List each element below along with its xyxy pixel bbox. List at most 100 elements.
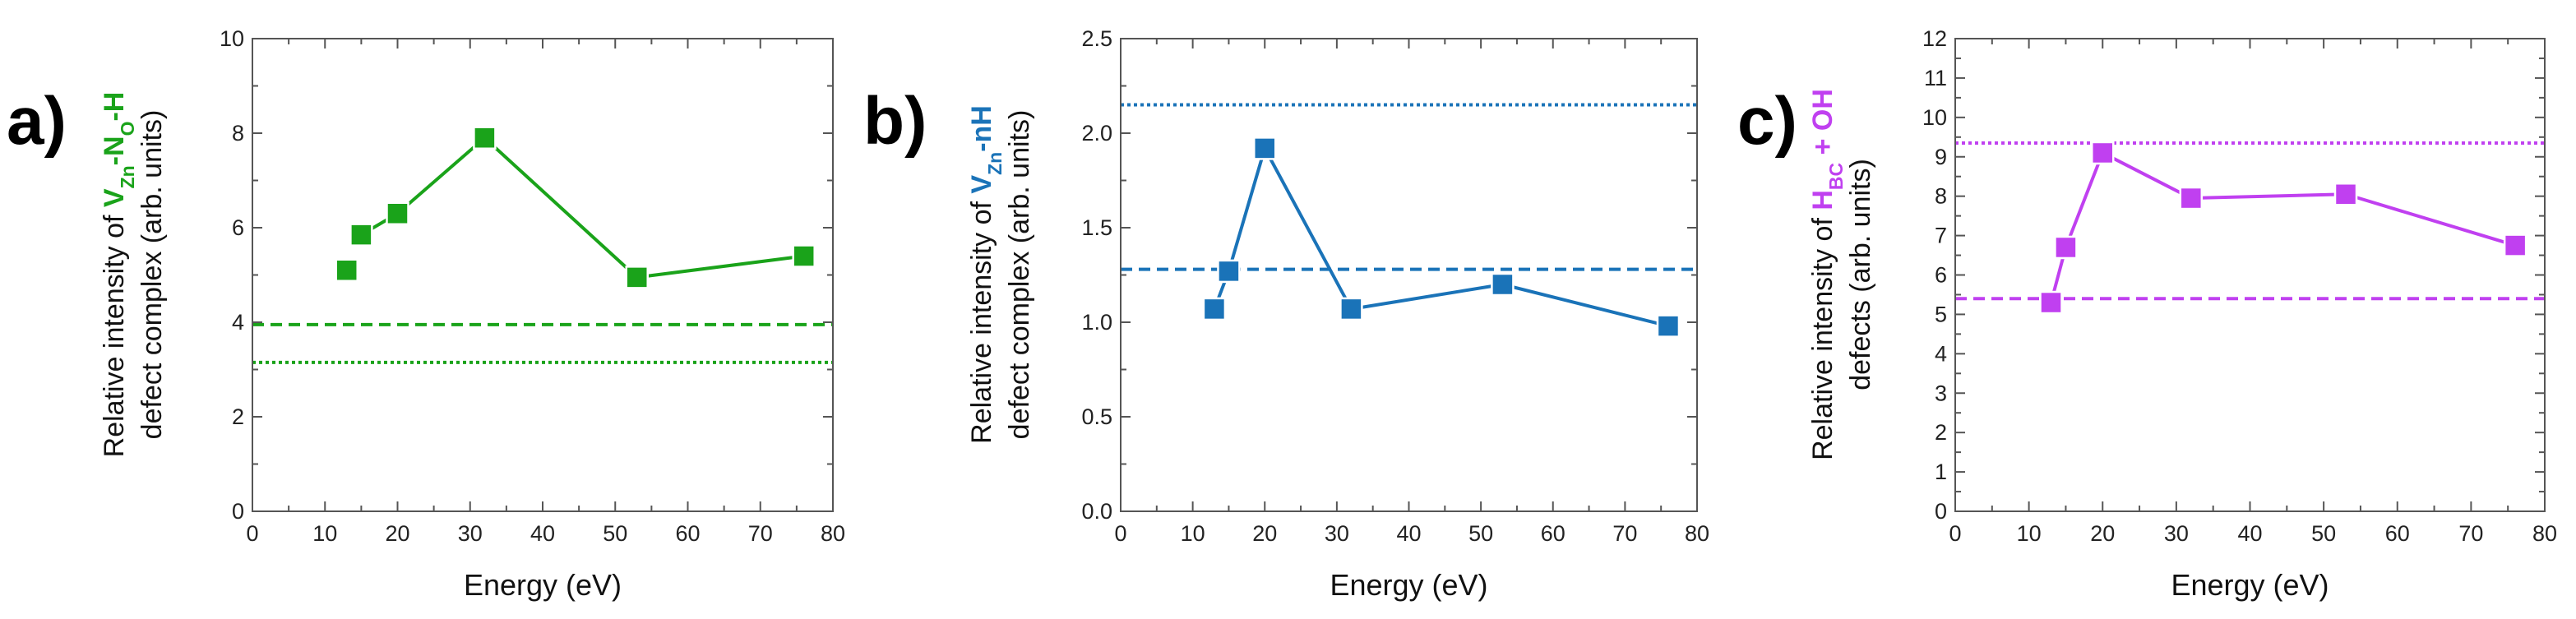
data-point-marker xyxy=(1339,297,1363,321)
x-axis-label: Energy (eV) xyxy=(464,568,622,602)
y-axis-label-line2: defect complex (arb. units) xyxy=(1004,110,1035,440)
y-tick-label: 4 xyxy=(232,310,244,335)
x-tick-label: 70 xyxy=(748,521,773,546)
y-axis-label-subscript: Zn xyxy=(984,152,1006,175)
y-axis-label-species: + OH xyxy=(1807,89,1838,163)
x-tick-label: 80 xyxy=(2532,521,2557,546)
y-axis-label-subscript: BC xyxy=(1825,163,1847,190)
y-tick-label: 7 xyxy=(1935,224,1947,248)
y-axis-label-species: -nH xyxy=(966,105,997,152)
y-tick-label: 3 xyxy=(1935,381,1947,405)
series-line-segment xyxy=(2102,151,2192,200)
y-axis-label-line2: defects (arb. units) xyxy=(1845,159,1876,390)
x-tick-label: 80 xyxy=(821,521,845,546)
plot-frame xyxy=(1954,38,2546,512)
x-tick-label: 50 xyxy=(603,521,627,546)
chart-panel-2: b) 0 10 20 30 40 50 60 70 80 0.0 0.5 1.0 1.5 2.0 2.5 Ene… xyxy=(863,26,1709,602)
plot-frame xyxy=(1120,38,1698,512)
x-tick-label: 10 xyxy=(312,521,337,546)
x-tick-label: 0 xyxy=(246,521,258,546)
x-axis-label: Energy (eV) xyxy=(2171,568,2329,602)
x-tick-label: 10 xyxy=(2017,521,2042,546)
panel-tag: c) xyxy=(1737,84,1797,159)
series-line-segment xyxy=(2190,192,2347,201)
y-tick-label: 12 xyxy=(1922,26,1947,51)
y-axis-label-prefix: Relative intensity of xyxy=(966,194,997,444)
y-tick-label: 4 xyxy=(1935,341,1947,366)
series-line-segment xyxy=(636,254,804,279)
x-tick-label: 70 xyxy=(1612,521,1637,546)
data-point-marker xyxy=(1217,259,1241,284)
data-point-marker xyxy=(349,223,373,247)
chart-panel-1: a) 0 10 20 30 40 50 60 70 80 0 2 4 6 8 10 Energy (eV) Rel… xyxy=(7,26,845,602)
x-tick-label: 0 xyxy=(1949,521,1961,546)
data-point-marker xyxy=(2333,182,2358,206)
y-tick-label: 0 xyxy=(232,499,244,524)
y-axis-label-species: -N xyxy=(99,136,130,165)
y-tick-label: 11 xyxy=(1924,66,1947,90)
data-point-marker xyxy=(1491,272,1515,297)
y-tick-label: 1.5 xyxy=(1081,215,1112,240)
y-tick-label: 2 xyxy=(232,404,244,429)
y-axis-label-line2: defect complex (arb. units) xyxy=(136,110,168,440)
y-axis-label-line1: Relative intensity of VZn-nH xyxy=(966,105,1006,444)
x-tick-label: 30 xyxy=(1325,521,1349,546)
y-axis-label-subscript: O xyxy=(117,122,138,136)
data-point-marker xyxy=(473,126,497,150)
data-point-marker xyxy=(2091,141,2115,165)
x-tick-label: 40 xyxy=(1396,521,1421,546)
y-axis-label-species: H xyxy=(1807,190,1838,210)
data-point-marker xyxy=(2503,233,2527,257)
y-tick-label: 0.0 xyxy=(1081,499,1112,524)
data-point-marker xyxy=(792,244,816,268)
chart-panel-3: c)0 10 20 30 40 50 60 70 800123456789101112Energ… xyxy=(1737,26,2557,602)
y-tick-label: 2.5 xyxy=(1081,26,1112,51)
y-axis-label-prefix: Relative intensity of xyxy=(1807,210,1838,460)
x-tick-label: 70 xyxy=(2458,521,2483,546)
series-line-segment xyxy=(1501,283,1669,328)
y-tick-label: 1.0 xyxy=(1081,310,1112,335)
x-tick-label: 40 xyxy=(530,521,555,546)
series-line-segment xyxy=(396,136,486,215)
y-axis-label-species: -H xyxy=(99,92,130,122)
series-line-segment xyxy=(483,136,639,279)
x-tick-label: 30 xyxy=(2164,521,2189,546)
panel-tag: a) xyxy=(7,84,67,159)
data-point-marker xyxy=(335,258,358,282)
y-axis-label-species: V xyxy=(99,188,130,207)
y-axis-label-line1: Relative intensity of HBC + OH xyxy=(1807,89,1847,460)
data-point-marker xyxy=(1656,314,1681,338)
x-tick-label: 80 xyxy=(1685,521,1709,546)
y-tick-label: 0 xyxy=(1935,499,1947,524)
y-tick-label: 6 xyxy=(232,215,244,240)
x-tick-label: 50 xyxy=(2311,521,2336,546)
y-tick-label: 8 xyxy=(1935,184,1947,209)
x-tick-label: 30 xyxy=(458,521,483,546)
y-axis-label-subscript: Zn xyxy=(117,165,138,188)
series-line-segment xyxy=(1227,147,1267,272)
data-point-marker xyxy=(2054,235,2078,260)
y-axis-label-line1: Relative intensity of VZn-NO-H xyxy=(99,92,138,458)
series-line-segment xyxy=(1351,283,1503,311)
x-tick-label: 40 xyxy=(2237,521,2262,546)
data-point-marker xyxy=(2179,186,2204,210)
y-tick-label: 2.0 xyxy=(1081,121,1112,146)
x-tick-label: 20 xyxy=(385,521,409,546)
data-point-marker xyxy=(625,266,649,289)
series-line-segment xyxy=(1263,147,1353,310)
y-tick-label: 2 xyxy=(1935,420,1947,445)
series-line-segment xyxy=(2345,192,2516,247)
y-tick-label: 10 xyxy=(1922,105,1947,130)
data-point-marker xyxy=(1202,297,1227,321)
y-axis-label-prefix: Relative intensity of xyxy=(99,207,130,457)
panel-tag: b) xyxy=(863,84,927,159)
y-tick-label: 6 xyxy=(1935,263,1947,288)
x-axis-label: Energy (eV) xyxy=(1330,568,1487,602)
x-tick-label: 20 xyxy=(1252,521,1277,546)
data-point-marker xyxy=(2039,290,2063,315)
x-tick-label: 60 xyxy=(675,521,700,546)
x-tick-label: 20 xyxy=(2090,521,2115,546)
